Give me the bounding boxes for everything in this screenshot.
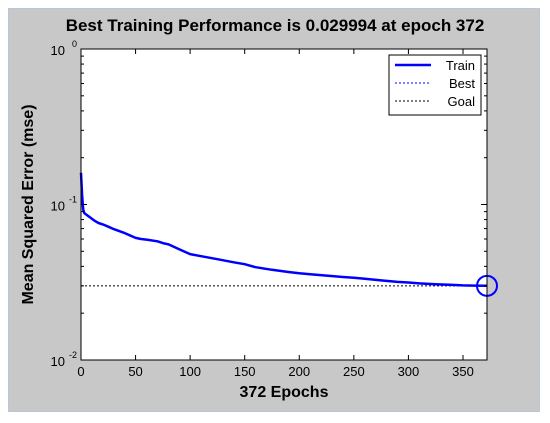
legend-label-train: Train (446, 58, 475, 73)
x-tick-label: 100 (179, 364, 201, 379)
y-axis-label: Mean Squared Error (mse) (20, 104, 37, 304)
y-tick-exponent: -2 (69, 350, 77, 360)
y-tick-exponent: 0 (72, 39, 77, 49)
y-tick-label: 10 (51, 43, 65, 58)
legend-label-best: Best (449, 76, 475, 91)
figure-window: Best Training Performance is 0.029994 at… (8, 8, 540, 412)
y-tick-label: 10 (51, 354, 65, 369)
chart-title: Best Training Performance is 0.029994 at… (66, 16, 485, 35)
x-tick-label: 0 (77, 364, 84, 379)
legend: Train Best Goal (388, 54, 482, 116)
legend-label-goal: Goal (448, 94, 476, 109)
train-line (79, 172, 488, 288)
x-tick-label: 250 (343, 364, 365, 379)
x-tick-label: 50 (128, 364, 142, 379)
x-tick-label: 200 (288, 364, 310, 379)
x-tick-label: 300 (398, 364, 420, 379)
x-tick-label: 350 (452, 364, 474, 379)
x-tick-label: 150 (234, 364, 256, 379)
y-tick-label: 10 (51, 199, 65, 214)
y-tick-exponent: -1 (69, 195, 77, 205)
x-axis-label: 372 Epochs (240, 384, 329, 401)
performance-chart: Best Training Performance is 0.029994 at… (20, 16, 498, 401)
